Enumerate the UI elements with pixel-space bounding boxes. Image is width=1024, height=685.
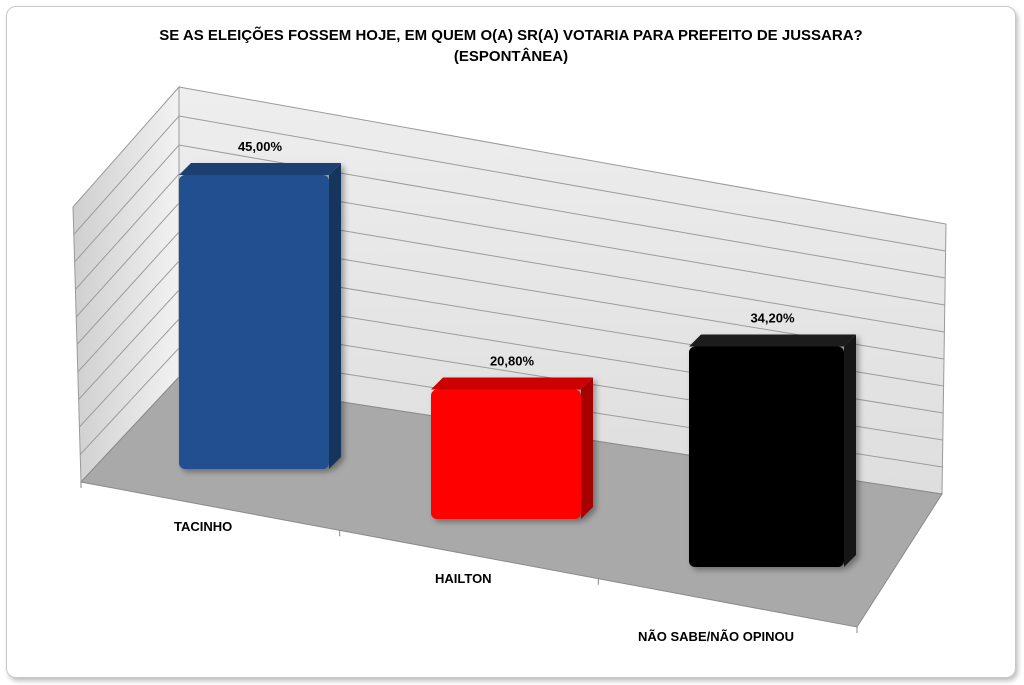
bar-front [431,389,581,519]
chart-title: SE AS ELEIÇÕES FOSSEM HOJE, EM QUEM O(A)… [159,27,863,44]
category-label: NÃO SABE/NÃO OPINOU [638,629,794,644]
chart-frame: SE AS ELEIÇÕES FOSSEM HOJE, EM QUEM O(A)… [6,6,1016,678]
data-label: 34,20% [750,310,795,325]
bar-side [844,334,856,567]
chart-title-block: SE AS ELEIÇÕES FOSSEM HOJE, EM QUEM O(A)… [7,25,1015,67]
data-label: 45,00% [238,139,283,154]
bar-front [689,346,844,567]
gridline [74,144,946,279]
bar-2 [431,377,593,519]
bar-top [431,377,593,390]
category-label: TACINHO [174,519,232,534]
bar-side [329,163,341,469]
category-label: HAILTON [435,571,492,586]
bar-front [179,175,329,469]
bars [179,163,856,567]
category-labels: TACINHO HAILTON NÃO SABE/NÃO OPINOU [174,519,794,644]
bar-chart: 45,00% 20,80% 34,20% TACINHO HAILTON NÃO SAB… [72,85,947,644]
chart-subtitle: (ESPONTÂNEA) [453,48,569,65]
bar-top [179,163,341,175]
gridline [73,115,946,252]
bar-3 [689,334,856,567]
data-labels: 45,00% 20,80% 34,20% [238,139,795,369]
bar-top [689,334,856,347]
category-ticks [80,482,858,633]
bar-side [581,377,593,519]
data-label: 20,80% [490,354,535,369]
bar-1 [179,163,341,469]
gridline [75,173,945,306]
